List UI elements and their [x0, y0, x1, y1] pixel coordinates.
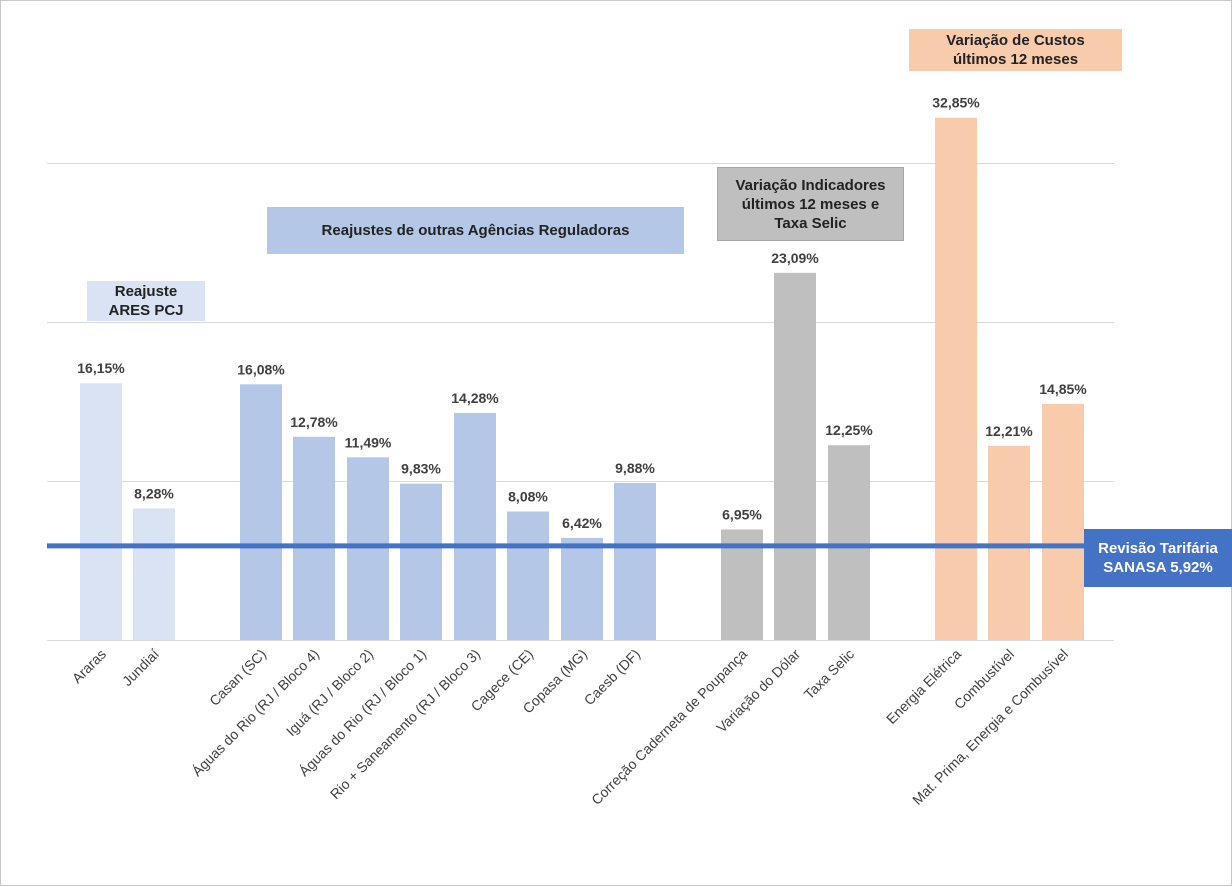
bar	[828, 445, 870, 640]
group-label-outras-agencias: Reajustes de outras Agências Reguladoras	[267, 207, 684, 254]
value-label: 14,85%	[1039, 381, 1087, 397]
value-label: 9,88%	[615, 460, 655, 476]
value-label: 8,28%	[134, 485, 174, 501]
category-label: Araras	[69, 646, 109, 686]
group-label-custos: Variação de Custos últimos 12 meses	[909, 29, 1122, 71]
bar	[347, 457, 389, 640]
value-label: 6,42%	[562, 515, 602, 531]
bar	[293, 436, 335, 640]
category-label: Energia Elétrica	[883, 646, 964, 727]
bar	[935, 117, 977, 640]
bar	[774, 272, 816, 640]
bar	[561, 537, 603, 640]
category-label: Taxa Selic	[801, 646, 857, 702]
value-label: 8,08%	[508, 489, 548, 505]
category-label: Jundiaí	[119, 646, 162, 689]
category-label: Caesb (DF)	[581, 646, 643, 708]
group-label-indicadores: Variação Indicadores últimos 12 meses e …	[717, 167, 904, 241]
bar	[133, 508, 175, 640]
category-labels: Araras Jundiaí Casan (SC)Águas do Rio (RJ …	[69, 646, 1071, 808]
bar	[1042, 403, 1084, 640]
bar	[400, 483, 442, 640]
value-label: 12,25%	[825, 422, 873, 438]
bar	[614, 482, 656, 640]
reference-line-label: Revisão Tarifária SANASA 5,92%	[1084, 529, 1232, 587]
value-label: 16,15%	[77, 360, 125, 376]
value-label: 9,83%	[401, 461, 441, 477]
value-label: 12,21%	[985, 423, 1033, 439]
bars	[80, 117, 1084, 640]
value-label: 6,95%	[722, 506, 762, 522]
group-label-ares-pcj: Reajuste ARES PCJ	[87, 281, 205, 321]
value-label: 12,78%	[290, 414, 338, 430]
bar	[240, 384, 282, 640]
value-labels: 16,15% 8,28% 16,08% 12,78% 11,49% 9,83% 14,28%…	[77, 95, 1087, 531]
value-label: 32,85%	[932, 95, 980, 111]
value-label: 11,49%	[345, 434, 392, 450]
bar	[454, 412, 496, 640]
value-label: 16,08%	[237, 361, 285, 377]
value-label: 14,28%	[451, 390, 499, 406]
bar	[80, 383, 122, 640]
bar	[507, 511, 549, 640]
bar	[988, 445, 1030, 640]
value-label: 23,09%	[771, 250, 819, 266]
